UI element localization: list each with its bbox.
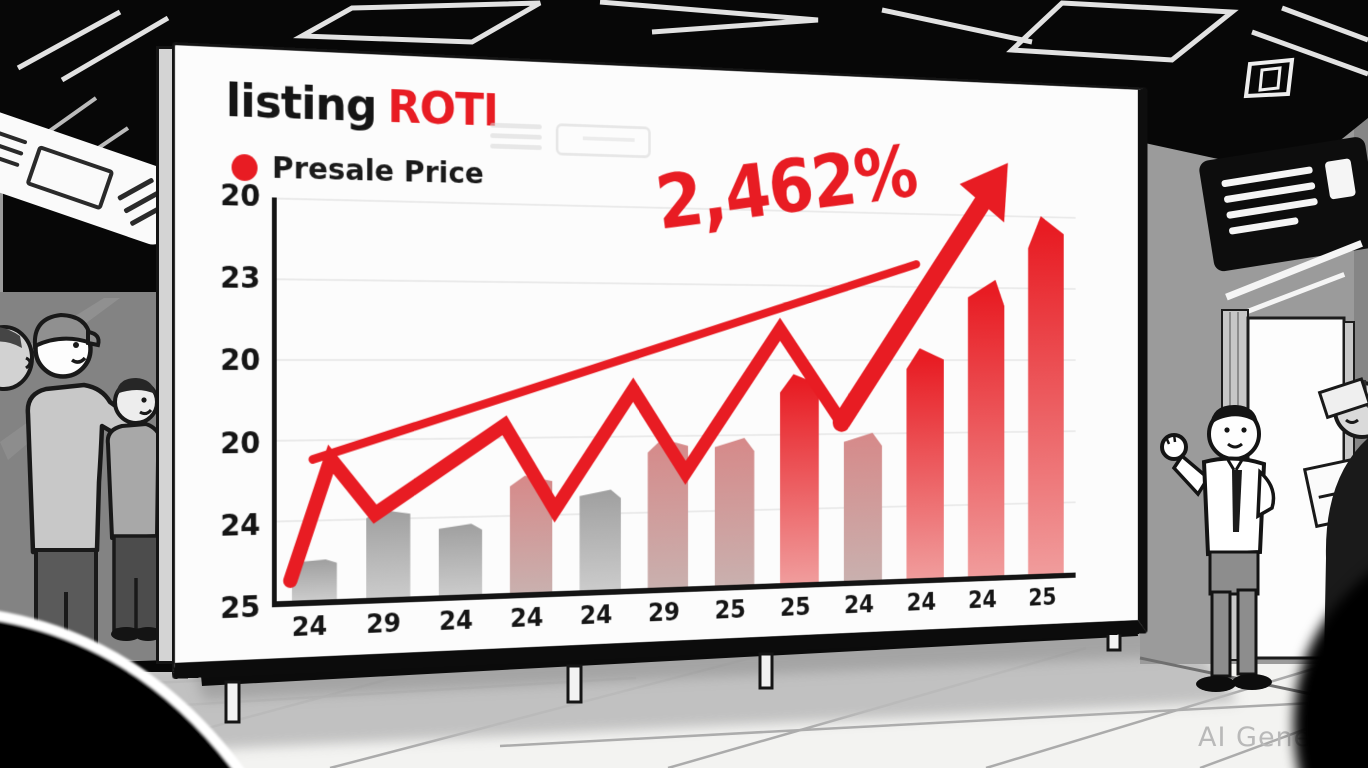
wall-sign xyxy=(1199,137,1368,315)
silhouette-bottom-left xyxy=(0,611,244,768)
arm xyxy=(1171,453,1211,497)
billboard-legs xyxy=(224,616,1122,724)
silhouette-bottom-right xyxy=(1293,573,1368,768)
hair xyxy=(116,378,155,394)
bystander-partial-face xyxy=(0,325,34,391)
ceiling-right-corner xyxy=(1140,0,1368,176)
hair xyxy=(1210,404,1258,426)
waving-man xyxy=(1160,404,1276,692)
tie xyxy=(1232,470,1242,532)
ceiling-skylight-frames xyxy=(16,0,1368,83)
cap xyxy=(32,312,94,350)
wall-icon xyxy=(1243,57,1295,99)
papers xyxy=(1317,377,1368,420)
pants xyxy=(1208,550,1260,596)
